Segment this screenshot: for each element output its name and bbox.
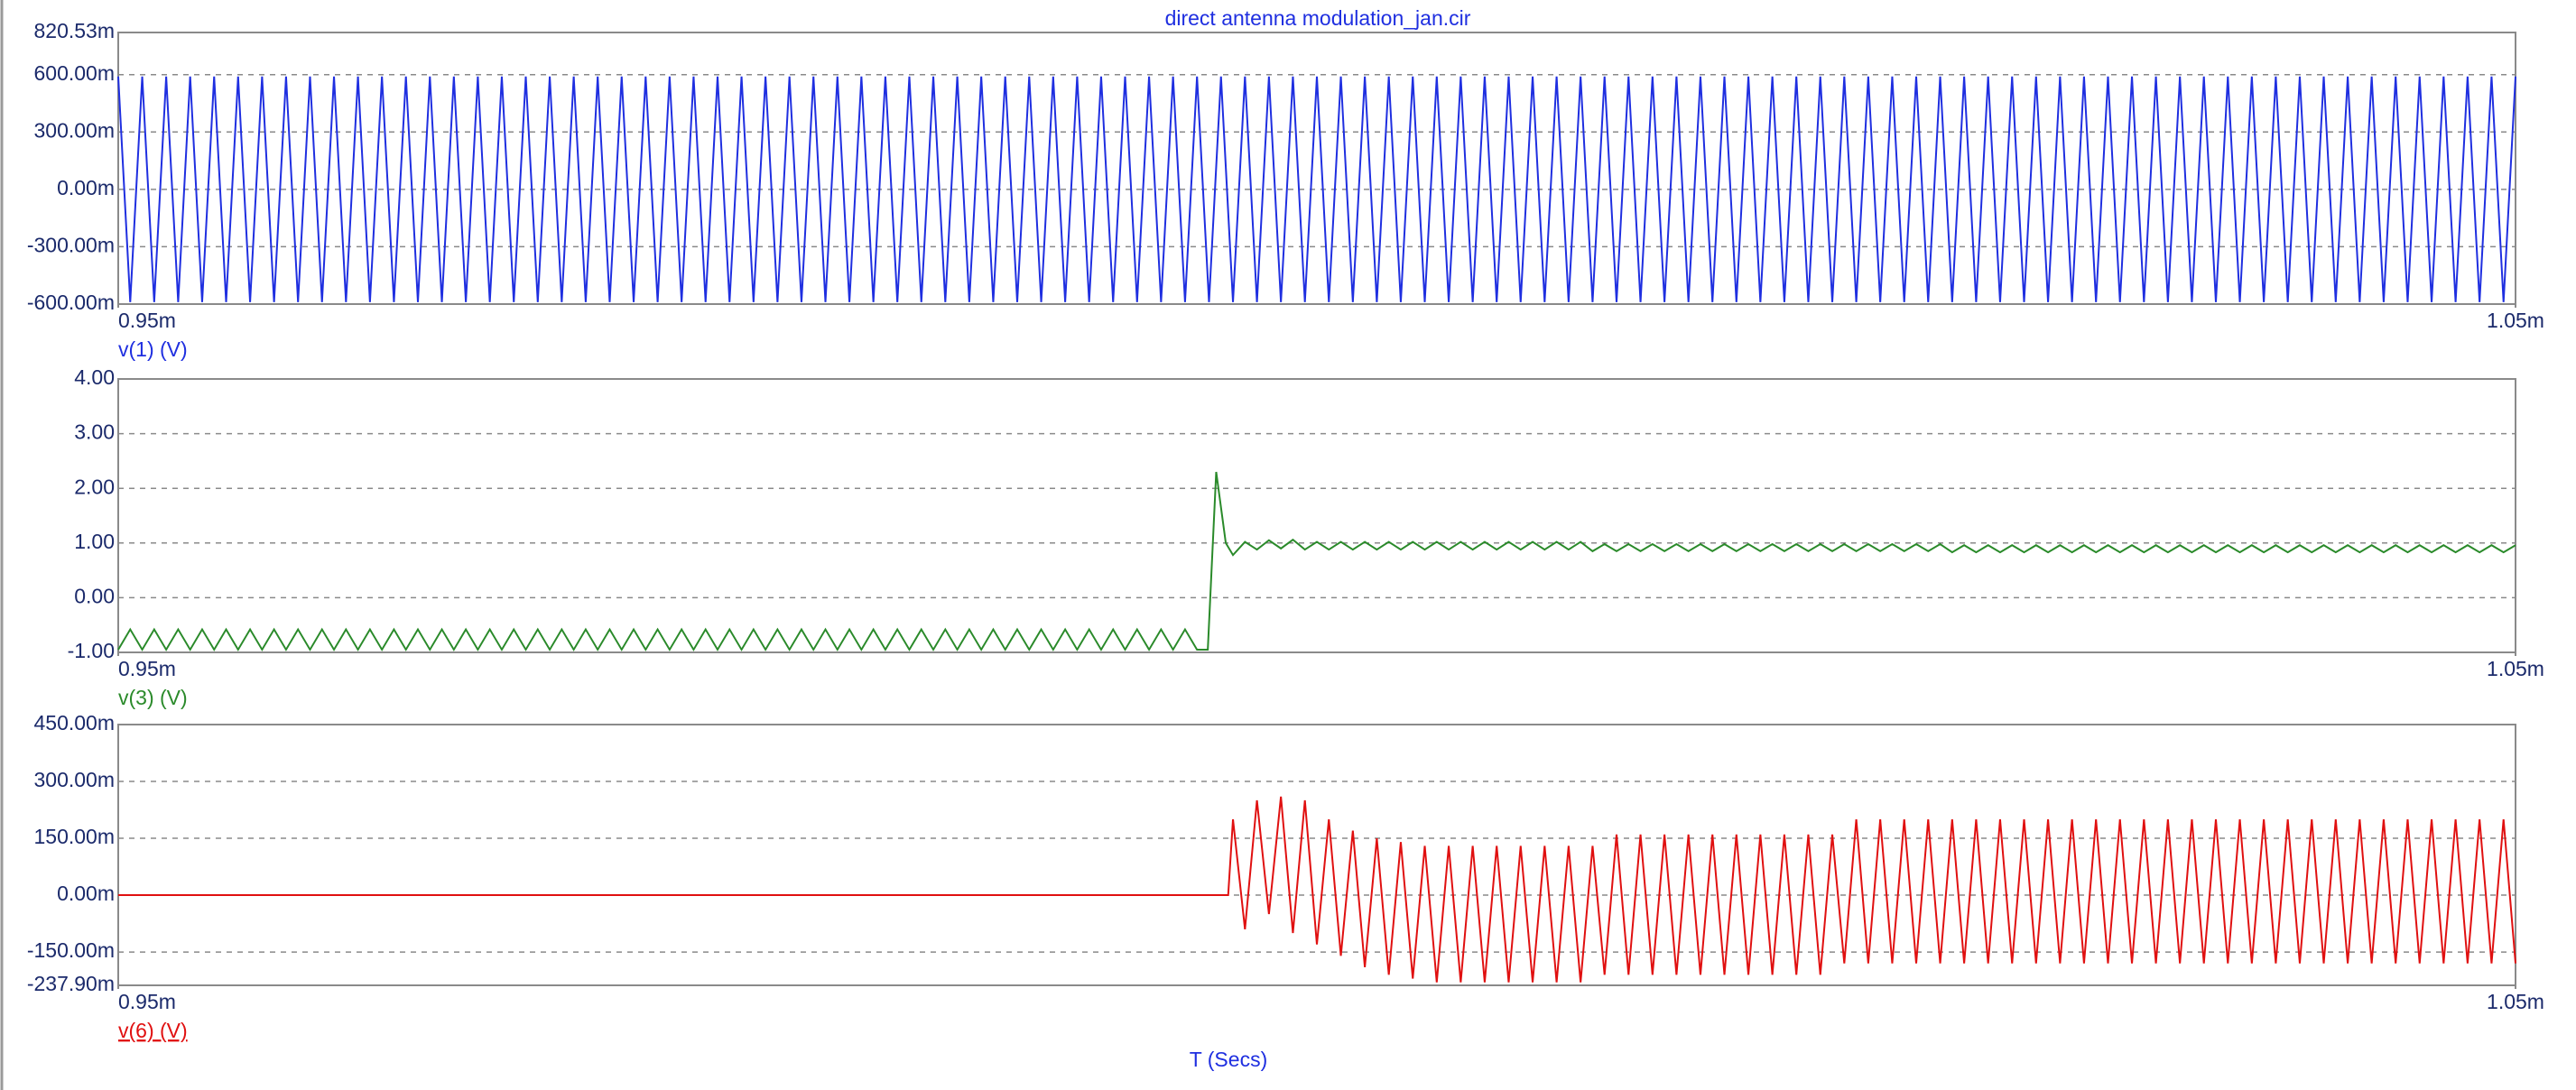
plot-frame (117, 724, 2516, 986)
y-tick-label: 300.00m (33, 118, 115, 142)
y-tick-label: 2.00 (74, 475, 115, 498)
y-tick-label: 0.00m (57, 882, 115, 905)
y-tick-label: 0.00m (57, 176, 115, 199)
x-tick-label: 0.95m (118, 657, 176, 680)
y-tick-label: 4.00 (74, 365, 115, 389)
y-tick-label: 3.00 (74, 420, 115, 444)
y-tick-label: -150.00m (27, 938, 115, 962)
plot-frame (117, 378, 2516, 653)
y-tick-label: -237.90m (27, 972, 115, 995)
y-tick-label: 300.00m (33, 768, 115, 791)
trace (118, 796, 2516, 983)
x-tick-label: 1.05m (2487, 309, 2544, 332)
y-tick-label: 450.00m (33, 711, 115, 734)
trace (117, 76, 2516, 302)
y-tick-label: -600.00m (27, 291, 115, 314)
y-tick-label: -1.00 (68, 639, 115, 662)
y-tick-label: 0.00 (74, 584, 115, 607)
trace (117, 471, 2516, 651)
y-tick-label: -300.00m (27, 234, 115, 257)
legend-entry: v(6) (V) (118, 1019, 188, 1042)
y-tick-label: 1.00 (74, 530, 115, 553)
y-tick-label: 820.53m (33, 19, 115, 42)
chart-title: direct antenna modulation_jan.cir (1165, 6, 1471, 30)
x-tick-label: 1.05m (2487, 990, 2544, 1013)
plot-frame (117, 32, 2516, 305)
legend-entry: v(1) (V) (118, 337, 188, 361)
y-tick-label: 150.00m (33, 825, 115, 848)
legend-entry: v(3) (V) (118, 686, 188, 709)
x-axis-label: T (Secs) (1190, 1048, 1267, 1071)
x-tick-label: 1.05m (2487, 657, 2544, 680)
y-tick-label: 600.00m (33, 61, 115, 85)
x-tick-label: 0.95m (118, 309, 176, 332)
x-tick-label: 0.95m (118, 990, 176, 1013)
